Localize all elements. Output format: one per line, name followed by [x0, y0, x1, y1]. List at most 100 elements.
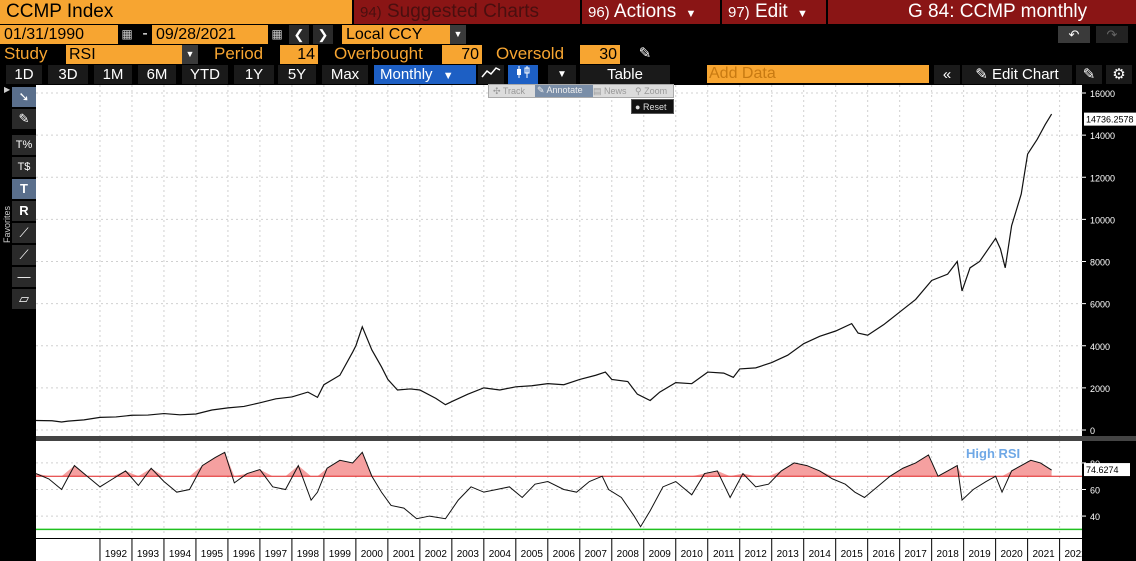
mini-zoom-button[interactable]: ⚲ Zoom: [635, 86, 668, 96]
mini-annotate-button[interactable]: ✎ Annotate: [535, 85, 593, 97]
actions-dropdown-icon: ▼: [685, 8, 697, 20]
rsi-y-tick-label: 60: [1090, 486, 1100, 496]
price-y-tick-label: 16000: [1090, 89, 1115, 99]
arrow-left-icon[interactable]: ❮: [289, 25, 309, 44]
table-button[interactable]: Table: [580, 65, 670, 84]
x-tick-label: 2019: [969, 549, 992, 560]
undo-icon[interactable]: ↶: [1058, 26, 1090, 43]
price-y-tick-label: 0: [1090, 426, 1095, 436]
pencil-icon[interactable]: ✎: [638, 45, 652, 62]
tf-max[interactable]: Max: [322, 65, 368, 84]
edit-chart-pencil-icon: ✎: [975, 66, 988, 83]
x-tick-label: 2001: [393, 549, 416, 560]
date-range-bar: 01/31/1990 ▦ - 09/28/2021 ▦ ❮ ❯ Local CC…: [0, 24, 1136, 44]
frequency-select[interactable]: Monthly ▼: [374, 65, 476, 84]
toolbar-expand-icon[interactable]: ▶: [4, 85, 11, 94]
mini-track-button[interactable]: ✣ Track: [493, 86, 526, 96]
double-chevron-left-icon[interactable]: «: [934, 65, 960, 84]
x-tick-label: 2004: [489, 549, 512, 560]
x-tick-label: 2008: [617, 549, 640, 560]
ticker-field[interactable]: CCMP Index: [0, 0, 352, 24]
dollar-tool-icon[interactable]: T$: [12, 157, 36, 177]
timeframe-bar: 1D 3D 1M 6M YTD 1Y 5Y Max Monthly ▼ ▼ Ta…: [0, 64, 1136, 85]
arrow-right-icon[interactable]: ❯: [313, 25, 333, 44]
reset-label: Reset: [642, 102, 667, 112]
currency-dropdown-icon[interactable]: ▼: [450, 25, 466, 44]
mini-news-button[interactable]: ▤ News: [593, 86, 627, 96]
x-tick-label: 2011: [713, 549, 735, 560]
date-separator: -: [142, 25, 148, 42]
line-chart-icon[interactable]: [478, 65, 504, 84]
x-tick-label: 2002: [425, 549, 448, 560]
reset-button[interactable]: ● Reset: [631, 99, 674, 114]
end-calendar-icon[interactable]: ▦: [271, 27, 283, 41]
channel-tool-icon[interactable]: ▱: [12, 289, 36, 309]
tf-1y[interactable]: 1Y: [234, 65, 274, 84]
gear-icon[interactable]: ⚙: [1106, 65, 1132, 84]
trendline-tool-icon[interactable]: ⟋: [12, 223, 36, 243]
panel-divider[interactable]: [36, 436, 1136, 441]
end-date-field[interactable]: 09/28/2021: [152, 25, 268, 44]
favorites-label[interactable]: Favorites: [2, 205, 12, 243]
retracement-tool-icon[interactable]: R: [12, 201, 36, 221]
study-label: Study: [4, 44, 48, 63]
edit-label: Edit: [754, 1, 788, 22]
candle-chart-icon[interactable]: [508, 65, 538, 84]
x-tick-label: 2021: [1032, 549, 1055, 560]
chart-type-dropdown-icon[interactable]: ▼: [548, 65, 576, 84]
tf-1d[interactable]: 1D: [6, 65, 42, 84]
percent-tool-icon[interactable]: T%: [12, 135, 36, 155]
ray-tool-icon[interactable]: ⟋: [12, 245, 36, 265]
x-tick-label: 1998: [297, 549, 320, 560]
x-tick-label: 2017: [905, 549, 928, 560]
x-tick-label: 2005: [521, 549, 544, 560]
mini-news-label: News: [604, 86, 627, 96]
x-tick-label: 2022: [1064, 549, 1087, 560]
start-calendar-icon[interactable]: ▦: [121, 27, 133, 41]
edit-button[interactable]: 97) Edit ▼: [722, 0, 826, 24]
overbought-field[interactable]: 70: [442, 45, 482, 64]
draw-icon[interactable]: ✎: [12, 109, 36, 129]
x-tick-label: 1997: [265, 549, 288, 560]
study-dropdown-icon[interactable]: ▼: [182, 45, 198, 64]
mini-track-label: Track: [502, 86, 526, 96]
x-tick-label: 2016: [873, 549, 896, 560]
tf-ytd[interactable]: YTD: [182, 65, 228, 84]
edit-chart-button[interactable]: ✎ Edit Chart: [962, 65, 1072, 84]
x-tick-label: 2006: [553, 549, 576, 560]
period-label: Period: [214, 44, 264, 63]
oversold-field[interactable]: 30: [580, 45, 620, 64]
x-tick-label: 2012: [745, 549, 768, 560]
x-tick-label: 2003: [457, 549, 480, 560]
oversold-label: Oversold: [496, 44, 565, 63]
add-data-field[interactable]: Add Data: [707, 65, 929, 83]
tf-6m[interactable]: 6M: [138, 65, 176, 84]
start-date-field[interactable]: 01/31/1990: [0, 25, 118, 44]
actions-button[interactable]: 96) Actions ▼: [582, 0, 720, 24]
chart-settings-icon[interactable]: ✎: [1076, 65, 1102, 84]
x-tick-label: 2007: [585, 549, 608, 560]
horizontal-line-icon[interactable]: —: [12, 267, 36, 287]
price-y-tick-label: 2000: [1090, 384, 1110, 394]
tf-1m[interactable]: 1M: [94, 65, 132, 84]
top-menu-bar: CCMP Index 94) Suggested Charts 96) Acti…: [0, 0, 1136, 24]
study-select[interactable]: RSI: [66, 45, 182, 64]
frequency-dropdown-icon: ▼: [442, 70, 454, 82]
frequency-label: Monthly: [380, 66, 433, 83]
text-tool-icon[interactable]: T: [12, 179, 36, 199]
suggested-charts-button[interactable]: 94) Suggested Charts: [354, 0, 580, 24]
rsi-last-value-label: 74.6274: [1086, 465, 1119, 475]
price-panel-background: [36, 85, 1082, 436]
actions-label: Actions: [613, 1, 677, 22]
x-tick-label: 2015: [841, 549, 864, 560]
tf-5y[interactable]: 5Y: [278, 65, 316, 84]
period-field[interactable]: 14: [280, 45, 318, 64]
redo-icon[interactable]: ↷: [1096, 26, 1128, 43]
mini-toolbar: ✣ Track ✎ Annotate ▤ News ⚲ Zoom: [488, 84, 674, 98]
cursor-icon[interactable]: ➘: [12, 87, 36, 107]
currency-select[interactable]: Local CCY: [342, 25, 450, 44]
tf-3d[interactable]: 3D: [48, 65, 88, 84]
suggested-charts-num: 94): [360, 4, 382, 21]
x-tick-label: 2000: [361, 549, 384, 560]
x-tick-label: 1996: [233, 549, 256, 560]
